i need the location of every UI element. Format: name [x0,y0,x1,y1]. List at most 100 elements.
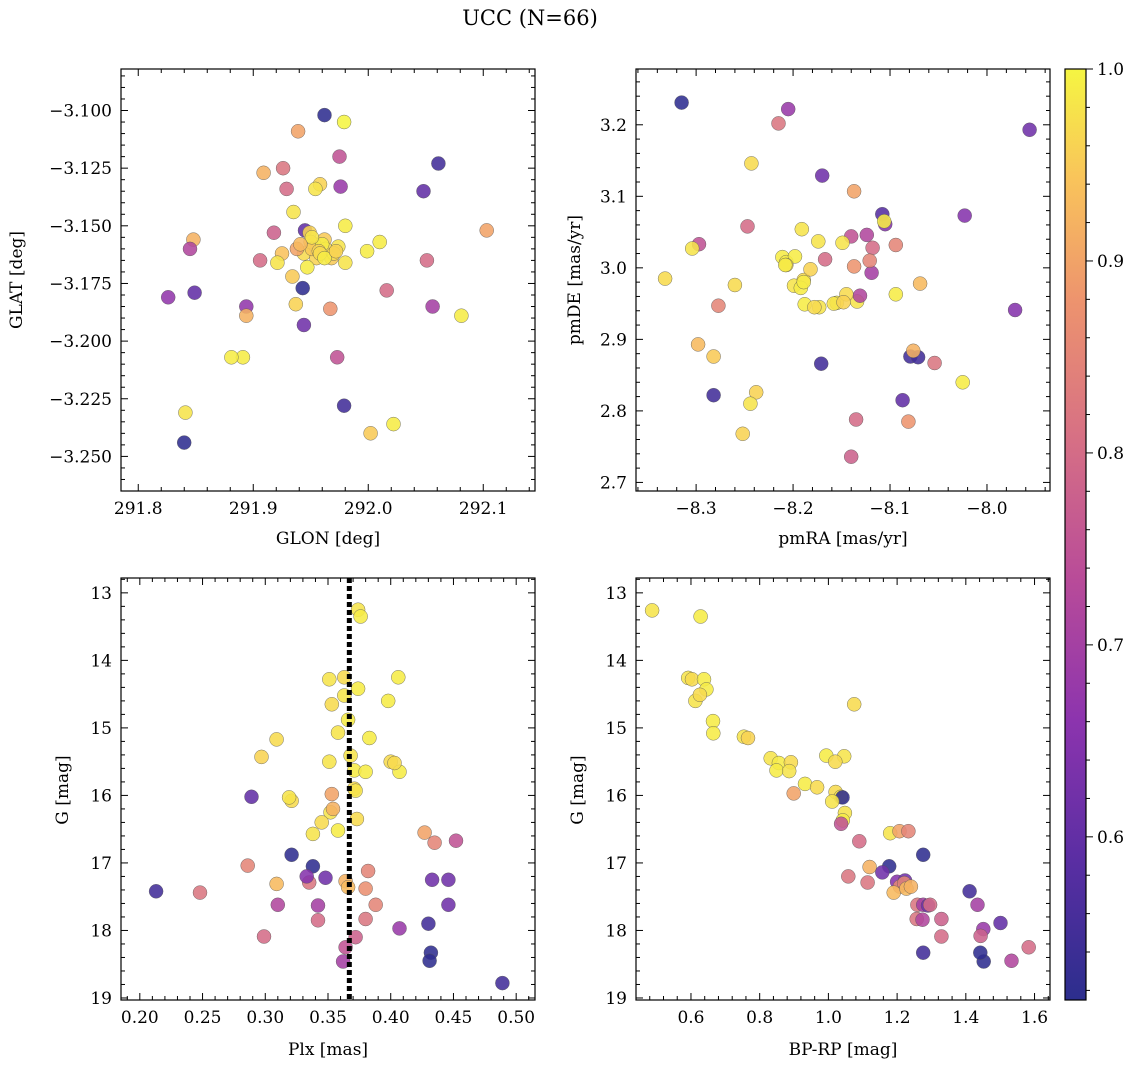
colorbar-tick-label: 0.6 [1097,828,1124,848]
pm-ytick-label: 3.2 [600,116,627,136]
bprp-g-point [705,713,721,729]
plx-g-point [192,885,208,900]
pm-point [927,355,942,371]
plx-g-xtick-label: 0.20 [121,1008,159,1028]
bprp-g-point [740,730,756,746]
bprp-g-point [782,763,797,779]
bprp-g-point [825,794,840,809]
pm-ytick-label: 2.8 [600,402,627,422]
bprp-g-point [973,945,988,960]
pm-point [811,234,826,249]
plx-g-point [318,870,333,885]
plx-g-point [358,911,373,927]
colorbar-tick-label: 1.0 [1097,60,1124,80]
plx-g-point [422,953,437,968]
plx-g-point [448,833,464,848]
plx-g-point [310,898,326,913]
pm-ytick-label: 2.7 [600,473,627,493]
colorbar-gradient [1065,69,1086,1000]
bprp-g-point [833,816,849,831]
glon-glat-point [266,225,282,240]
bprp-g-point [970,897,985,912]
colorbar-tick-label: 0.9 [1097,252,1124,272]
plx-g-xlabel: Plx [mas] [288,1040,368,1060]
bprp-g-point [922,897,938,912]
plx-g-point [421,916,436,931]
plx-g-point [427,835,442,850]
glon-glat-point [386,416,401,432]
pm-point [685,241,700,256]
plx-g-point [284,847,299,862]
bprp-g-ytick-label: 17 [605,854,627,874]
pm-point [749,385,764,400]
plx-g-point [269,876,284,892]
plx-g-xtick-label: 0.50 [497,1008,535,1028]
pm-point [711,298,726,313]
glon-glat-point [425,299,440,314]
pm-point [744,156,759,171]
plx-g-point [424,872,440,887]
glon-glat-ytick-label: −3.250 [49,447,112,467]
glon-glat-xtick-label: 291.8 [114,499,163,519]
bprp-g-point [841,869,856,884]
plx-g-point [391,670,406,685]
pm-xtick-label: −8.1 [869,499,910,519]
pm-point [865,240,880,256]
plx-g-point [350,681,366,696]
glon-glat-xlabel: GLON [deg] [276,529,380,549]
pm-point [743,396,758,411]
plx-g-point [322,754,337,769]
plx-g-ytick-label: 15 [90,719,112,739]
glon-glat-point [285,269,300,284]
bprp-g-xtick-label: 1.2 [884,1008,911,1028]
pm-point [864,265,879,280]
bprp-g-point [903,879,919,894]
bprp-g-ylabel: G [mag] [568,755,588,824]
colorbar-ticks: 0.6 0.7 0.8 0.9 1.0 [1086,60,1124,991]
plx-g-ylabel: G [mag] [53,755,73,824]
plx-g-point [381,693,396,709]
pm-point [771,116,786,131]
glon-glat-point [286,204,301,220]
pm-point [888,237,903,253]
glon-glat-points [160,107,494,450]
pm-point [781,101,796,117]
plx-g-point [240,858,255,873]
bprp-g-ytick-label: 15 [605,719,627,739]
plx-g-xtick-label: 0.35 [309,1008,347,1028]
plx-g-point [353,609,368,624]
pm-points [657,95,1037,464]
glon-glat-point [372,234,387,250]
plx-g-ticks: 0.20 0.25 0.30 0.35 0.40 0.45 0.50 13 14 15 16 17 18… [90,578,535,1028]
pm-xtick-label: −8.3 [675,499,716,519]
glon-glat-ylabel: GLAT [deg] [7,231,27,329]
pm-point [803,262,818,277]
pm-point [735,426,750,441]
bprp-g-xtick-label: 0.8 [746,1008,773,1028]
glon-glat-point [308,181,323,197]
plx-g-ytick-label: 17 [90,854,112,874]
colorbar: 0.6 0.7 0.8 0.9 1.0 [1064,60,1124,1001]
plx-g-ytick-label: 19 [90,989,112,1009]
plx-g-point [417,825,432,840]
bprp-g-point [692,687,708,702]
glon-glat-point [338,255,353,270]
bprp-g-point [862,859,877,875]
plx-g-point [254,749,269,765]
pm-ytick-label: 2.9 [600,330,627,350]
pm-xlabel: pmRA [mas/yr] [778,529,907,549]
glon-glat-ytick-label: −3.200 [49,332,112,352]
bprp-g-ytick-label: 18 [605,921,627,941]
pm-point [901,414,916,429]
plx-g-point [310,913,326,928]
bprp-g-frame [635,577,1051,1001]
bprp-g-point [769,763,784,778]
bprp-g-point [847,697,862,712]
glon-glat-point [332,149,347,164]
pm-point [796,274,811,290]
glon-glat-frame [120,68,536,492]
glon-glat-ytick-label: −3.100 [49,102,112,122]
glon-glat-point [359,243,375,259]
pm-point [778,257,793,273]
glon-glat-point [330,350,345,365]
